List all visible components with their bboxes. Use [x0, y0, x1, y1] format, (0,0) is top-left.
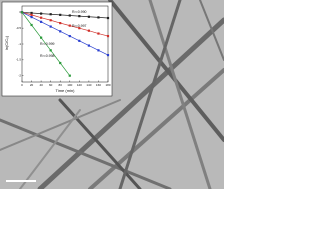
x-tick-label: 60 [49, 83, 53, 87]
x-tick-label: 140 [86, 83, 91, 87]
data-point [30, 23, 33, 27]
y-tick-label: 0 [19, 10, 21, 14]
x-tick-label: 120 [77, 83, 82, 87]
data-point [49, 13, 52, 16]
y-tick-label: -2 [18, 73, 21, 77]
data-point [97, 16, 100, 19]
nanowires [0, 0, 224, 189]
data-point [49, 49, 52, 52]
data-point [49, 25, 52, 28]
data-point [30, 15, 33, 19]
data-point [40, 16, 43, 19]
series-line [21, 11, 109, 37]
data-point [68, 34, 71, 38]
data-point [106, 16, 110, 20]
annotation: R²=0.990 [72, 10, 87, 14]
data-point [30, 11, 33, 15]
y-tick-label: -1.5 [16, 58, 22, 62]
data-point [59, 30, 62, 33]
x-tick-label: 20 [30, 83, 34, 87]
series-line [21, 12, 71, 76]
data-point [40, 36, 43, 39]
x-tick-label: 160 [96, 83, 101, 87]
data-point [40, 12, 43, 15]
data-point [87, 29, 90, 32]
inset-background [1, 1, 113, 97]
data-point [87, 44, 90, 47]
y-tick-label: -0.5 [16, 26, 22, 30]
data-point [97, 32, 100, 35]
x-tick-label: 0 [21, 83, 23, 87]
data-point [106, 53, 110, 57]
figure: Time (min) ln(C/C₀) 0 20 40 60 80 100 120 140 16… [0, 0, 224, 189]
data-point [49, 19, 52, 22]
data-point [30, 13, 33, 16]
annotation: R²=0.999 [40, 42, 55, 46]
x-tick-label: 100 [67, 83, 72, 87]
annotation: R²=0.998 [40, 54, 55, 58]
data-point [78, 27, 81, 30]
y-axis-label: ln(C/C₀) [4, 35, 9, 50]
data-point [59, 61, 62, 65]
x-axis-label: Time (min) [56, 88, 76, 93]
y-tick-label: -1 [18, 42, 21, 46]
data-point [68, 74, 71, 77]
series-line [21, 12, 109, 56]
x-tick-label: 180 [105, 83, 110, 87]
data-point [20, 11, 24, 14]
x-tick-label: 80 [59, 83, 63, 87]
x-tick-label: 40 [39, 83, 43, 87]
data-point [40, 20, 43, 23]
data-point [106, 34, 110, 38]
data-point [78, 39, 81, 42]
data-point [59, 22, 62, 25]
data-point [78, 15, 81, 18]
data-point [68, 24, 71, 27]
data-point [87, 15, 90, 18]
data-point [68, 14, 71, 17]
series-line [21, 11, 109, 19]
annotation: R²=0.997 [72, 24, 87, 28]
data-point [59, 13, 62, 16]
data-point [97, 49, 100, 52]
